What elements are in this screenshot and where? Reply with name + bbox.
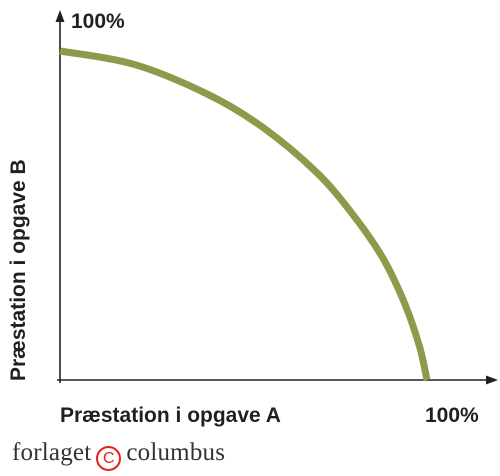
y-axis-arrowhead bbox=[55, 10, 65, 22]
y-axis-label: Præstation i opgave B bbox=[7, 159, 30, 381]
x-axis-arrowhead bbox=[486, 375, 498, 385]
brand-left-text: forlaget bbox=[12, 439, 92, 466]
copyright-icon: C bbox=[96, 446, 122, 471]
frontier-curve bbox=[59, 47, 431, 381]
brand-right-text: columbus bbox=[126, 439, 226, 466]
x-axis-label: Præstation i opgave A bbox=[60, 404, 281, 427]
y-max-label: 100% bbox=[71, 10, 125, 33]
x-max-label: 100% bbox=[425, 404, 479, 427]
